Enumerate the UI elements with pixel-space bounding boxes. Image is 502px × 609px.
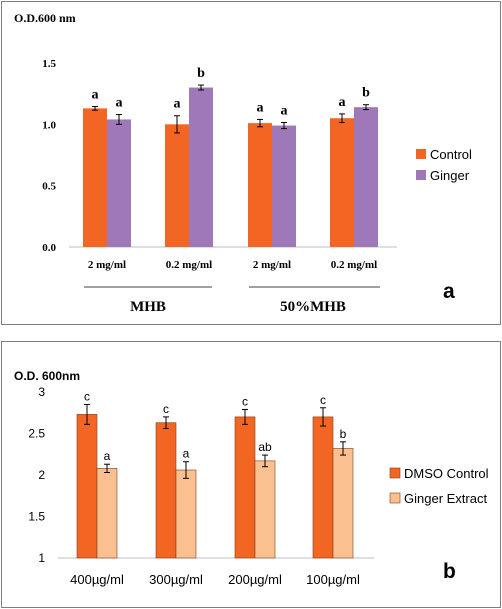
y-tick-label: 1.0 [42,119,56,131]
legend-swatch [416,149,426,159]
bar-dmso-control [76,414,98,559]
legend-entry: Ginger [430,168,470,183]
group-label: 50%MHB [280,299,346,315]
significance-letter: a [183,447,190,461]
bar-dmso-control [155,422,177,559]
legend-swatch [416,170,426,180]
significance-letter: a [92,88,99,103]
x-tick-label: 300µg/ml [149,572,203,587]
chart-b-ylabel: O.D. 600nm [14,369,80,383]
significance-letter: c [242,394,248,408]
chart-a-ylabel: O.D.600 nm [14,11,76,25]
bar-dmso-control [312,416,334,559]
significance-letter: a [339,95,346,110]
bar-ginger [107,119,131,247]
x-tick-label: 200µg/ml [228,572,282,587]
x-tick-label: 2 mg/ml [88,259,126,271]
legend-entry: Ginger Extract [404,491,487,506]
significance-letter: b [197,66,205,81]
bar-control [330,118,354,247]
chart-b-svg: O.D. 600nm b 1 1.5 2 2.5 3 c a 400µg/ml c a 300µg/… [14,369,489,587]
y-tick-label: 0.5 [42,181,56,193]
x-tick-label: 0.2 mg/ml [166,259,212,271]
x-tick-label: 100µg/ml [306,572,360,587]
bar-ginger-extract [332,448,354,559]
significance-letter: c [84,389,90,403]
legend-swatch [389,492,401,504]
legend-swatch [389,467,401,479]
significance-letter: a [257,100,264,115]
significance-letter: c [320,393,326,407]
y-tick-label: 3 [38,385,45,399]
chart-b-panel-label: b [443,560,456,583]
bar-ginger-extract [96,468,118,559]
chart-panel-a: O.D.600 nm a 0.0 0.5 1.0 1.5 a a 2 mg/ml a b 0.2 … [1,1,501,325]
significance-letter: a [174,97,181,112]
bar-ginger [189,87,213,248]
legend-entry: Control [430,147,472,162]
significance-letter: b [340,427,347,441]
y-tick-label: 2.5 [28,427,45,441]
bar-control [83,108,107,248]
bar-ginger [354,107,378,247]
group-label: MHB [130,299,166,315]
bar-control [165,124,189,247]
y-tick-label: 1 [38,551,45,565]
chart-panel-b: O.D. 600nm b 1 1.5 2 2.5 3 c a 400µg/ml c a 300µg/… [1,341,501,608]
significance-letter: c [163,402,169,416]
significance-letter: a [104,449,111,463]
x-tick-label: 400µg/ml [70,572,124,587]
y-tick-label: 1.5 [42,58,56,70]
chart-a-svg: O.D.600 nm a 0.0 0.5 1.0 1.5 a a 2 mg/ml a b 0.2 … [14,11,472,315]
y-tick-label: 0.0 [42,242,56,254]
x-tick-label: 0.2 mg/ml [331,259,377,271]
chart-a-panel-label: a [443,280,455,303]
bar-control [248,123,272,247]
bar-ginger-extract [175,469,197,559]
bar-ginger [272,125,296,247]
significance-letter: ab [258,440,272,454]
significance-letter: b [362,86,370,101]
y-tick-label: 2 [38,468,45,482]
significance-letter: a [281,103,288,118]
x-tick-label: 2 mg/ml [253,259,291,271]
bar-dmso-control [234,416,256,559]
legend-entry: DMSO Control [404,466,489,481]
bar-ginger-extract [254,460,276,559]
y-tick-label: 1.5 [28,510,45,524]
significance-letter: a [116,96,123,111]
